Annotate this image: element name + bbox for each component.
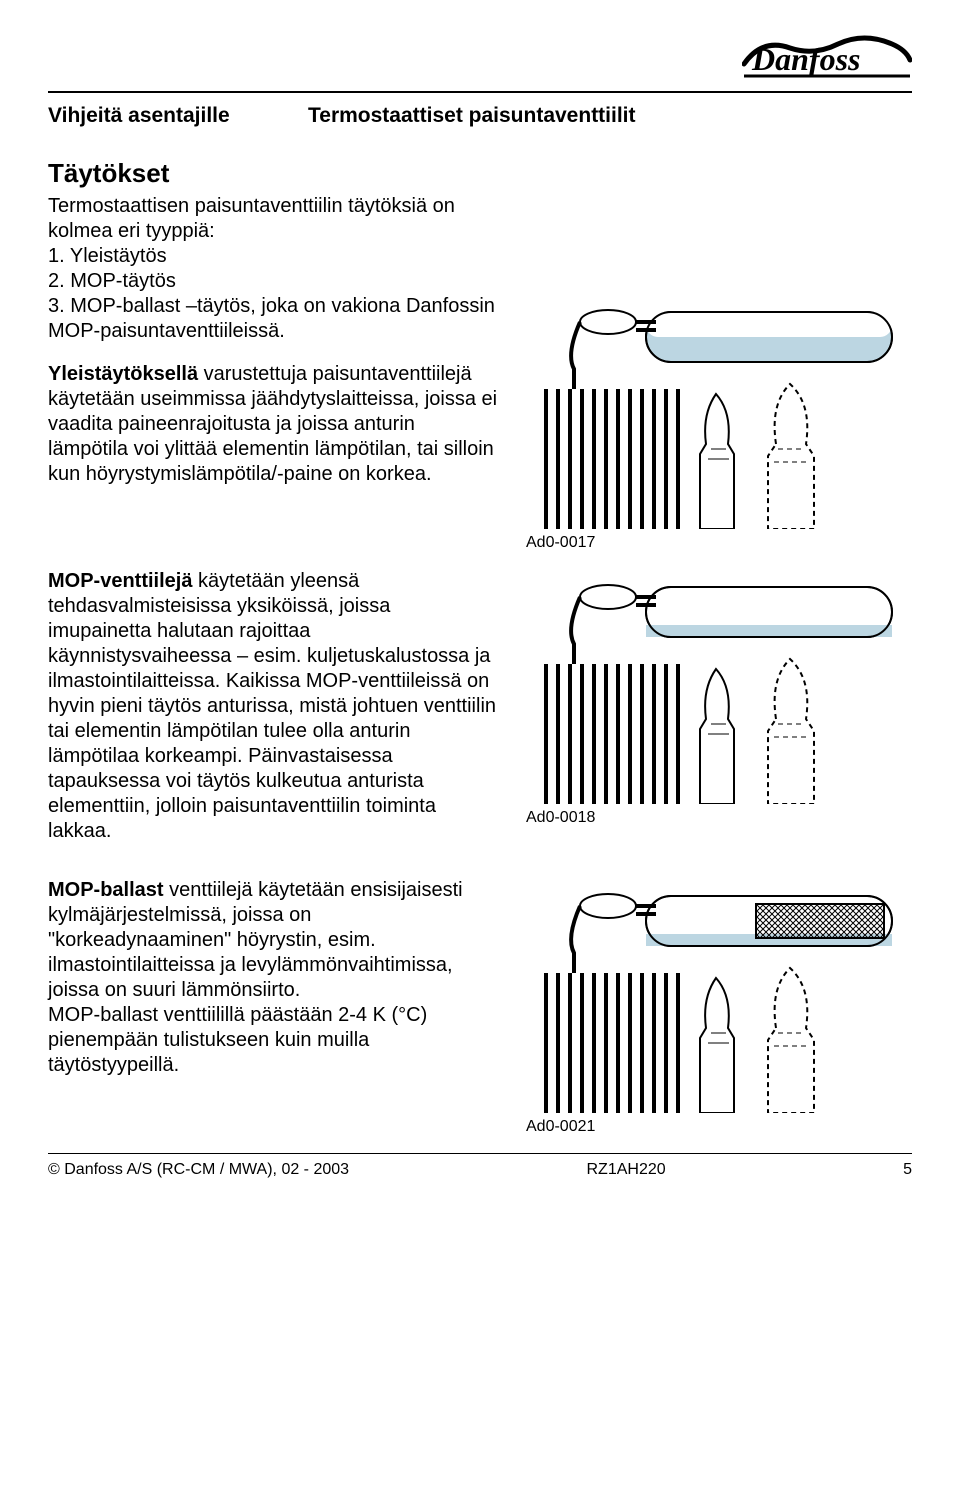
- section-title: Täytökset: [48, 157, 912, 190]
- block2-text: käytetään yleensä tehdasvalmisteisissa y…: [48, 570, 496, 842]
- block3-para: MOP-ballast venttiilejä käytetään ensisi…: [48, 878, 498, 1003]
- fig3-col: Ad0-0021: [526, 878, 912, 1137]
- fig1-caption: Ad0-0017: [526, 533, 595, 553]
- brand-logo: Danfoss: [48, 30, 912, 85]
- block3-para2: MOP-ballast venttiilillä päästään 2-4 K …: [48, 1003, 498, 1078]
- intro-block: Termostaattisen paisuntaventtiilin täytö…: [48, 194, 912, 553]
- page: Danfoss Vihjeitä asentajille Termostaatt…: [0, 0, 960, 1192]
- diagram-1: [526, 294, 906, 529]
- footer: © Danfoss A/S (RC-CM / MWA), 02 - 2003 R…: [48, 1153, 912, 1180]
- block3-bold: MOP-ballast: [48, 879, 164, 901]
- fig1-col: Ad0-0017: [526, 194, 912, 553]
- intro-para: Termostaattisen paisuntaventtiilin täytö…: [48, 194, 498, 344]
- intro-item-1: 1. Yleistäytös: [48, 244, 498, 269]
- intro-item-2: 2. MOP-täytös: [48, 269, 498, 294]
- fig2-col: Ad0-0018: [526, 569, 912, 862]
- fig3-caption: Ad0-0021: [526, 1117, 595, 1137]
- block2-text-col: MOP-venttiilejä käytetään yleensä tehdas…: [48, 569, 498, 862]
- block1-para: Yleistäytöksellä varustettuja paisuntave…: [48, 362, 498, 487]
- header-center: Termostaattiset paisuntaventtiilit: [308, 103, 636, 129]
- block3: MOP-ballast venttiilejä käytetään ensisi…: [48, 878, 912, 1137]
- intro-item-3: 3. MOP-ballast –täytös, joka on vakiona …: [48, 295, 495, 342]
- header-row: Vihjeitä asentajille Termostaattiset pai…: [48, 93, 912, 139]
- footer-left: © Danfoss A/S (RC-CM / MWA), 02 - 2003: [48, 1160, 349, 1180]
- footer-center: RZ1AH220: [586, 1160, 665, 1180]
- diagram-3: [526, 878, 906, 1113]
- block2-para: MOP-venttiilejä käytetään yleensä tehdas…: [48, 569, 498, 844]
- intro-lead: Termostaattisen paisuntaventtiilin täytö…: [48, 195, 455, 242]
- block2-bold: MOP-venttiilejä: [48, 570, 192, 592]
- block1-bold: Yleistäytöksellä: [48, 363, 198, 385]
- block2: MOP-venttiilejä käytetään yleensä tehdas…: [48, 569, 912, 862]
- block3-text-col: MOP-ballast venttiilejä käytetään ensisi…: [48, 878, 498, 1137]
- diagram-2: [526, 569, 906, 804]
- fig2-caption: Ad0-0018: [526, 808, 595, 828]
- header-left: Vihjeitä asentajille: [48, 103, 308, 129]
- svg-text:Danfoss: Danfoss: [751, 41, 860, 77]
- intro-text-col: Termostaattisen paisuntaventtiilin täytö…: [48, 194, 498, 553]
- footer-right: 5: [903, 1160, 912, 1180]
